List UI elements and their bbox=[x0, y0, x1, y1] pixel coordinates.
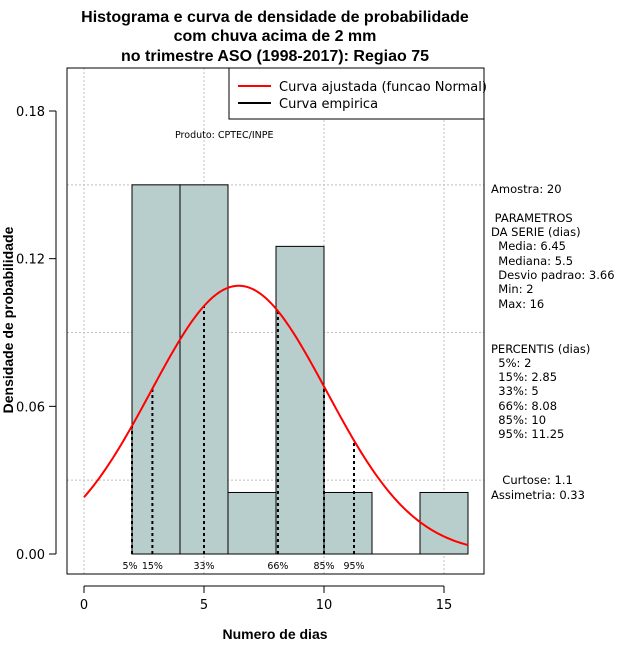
stats-p95: 95%: 11.25 bbox=[491, 427, 564, 441]
y-tick-label-1: 0.06 bbox=[16, 400, 45, 415]
percentile-label-1: 15% bbox=[142, 561, 163, 572]
y-tick-label-3: 0.18 bbox=[16, 105, 45, 120]
stats-amostra: Amostra: 20 bbox=[491, 182, 562, 196]
y-axis-label: Densidade de probabilidade bbox=[0, 226, 16, 413]
y-tick-label-2: 0.12 bbox=[16, 253, 45, 268]
y-axis: 0.00 0.06 0.12 0.18 bbox=[16, 105, 57, 563]
histogram-bars bbox=[131, 184, 469, 555]
stats-p5: 5%: 2 bbox=[491, 356, 531, 370]
stats-p66: 66%: 8.08 bbox=[491, 399, 557, 413]
stats-parametros-header: PARAMETROS bbox=[491, 211, 573, 225]
histogram-bar-6 bbox=[419, 491, 469, 555]
x-tick-label-2: 10 bbox=[316, 598, 333, 613]
stats-p15: 15%: 2.85 bbox=[491, 370, 557, 384]
histogram-bar-3 bbox=[275, 245, 325, 555]
stats-panel: Amostra: 20 PARAMETROS DA SERIE (dias) M… bbox=[491, 182, 615, 502]
legend-label-normal: Curva ajustada (funcao Normal) bbox=[279, 80, 487, 95]
stats-mediana: Mediana: 5.5 bbox=[491, 254, 573, 268]
stats-max: Max: 16 bbox=[491, 297, 544, 311]
chart-title-line-1: Histograma e curva de densidade de proba… bbox=[81, 9, 469, 26]
percentile-label-5: 95% bbox=[343, 561, 364, 572]
percentile-labels: 5% 15% 33% 66% 85% 95% bbox=[122, 561, 364, 572]
x-axis: 0 5 10 15 bbox=[80, 585, 453, 613]
percentile-lines bbox=[131, 305, 355, 554]
chart-title-line-3: no trimestre ASO (1998-2017): Regiao 75 bbox=[121, 48, 429, 65]
stats-media: Media: 6.45 bbox=[491, 239, 566, 253]
stats-desvio-padrao: Desvio padrao: 3.66 bbox=[491, 268, 615, 282]
histogram-bar-0 bbox=[131, 184, 181, 555]
produto-label: Produto: CPTEC/INPE bbox=[175, 130, 274, 141]
stats-p33: 33%: 5 bbox=[491, 384, 539, 398]
stats-curtose: Curtose: 1.1 bbox=[495, 473, 573, 487]
chart-title-line-2: com chuva acima de 2 mm bbox=[174, 28, 377, 45]
histogram-bar-4 bbox=[323, 491, 373, 555]
x-tick-label-1: 5 bbox=[200, 598, 208, 613]
percentile-label-3: 66% bbox=[267, 561, 288, 572]
legend: Curva ajustada (funcao Normal) Curva emp… bbox=[228, 67, 487, 120]
stats-percentis-header: PERCENTIS (dias) bbox=[491, 342, 590, 356]
percentile-label-2: 33% bbox=[193, 561, 214, 572]
stats-parametros-subheader: DA SERIE (dias) bbox=[491, 225, 581, 239]
percentile-label-0: 5% bbox=[122, 561, 137, 572]
stats-min: Min: 2 bbox=[491, 282, 534, 296]
percentile-label-4: 85% bbox=[313, 561, 334, 572]
x-tick-label-3: 15 bbox=[436, 598, 453, 613]
y-tick-label-0: 0.00 bbox=[16, 548, 45, 563]
histogram-bar-2 bbox=[227, 491, 277, 555]
x-tick-label-0: 0 bbox=[80, 598, 88, 613]
legend-label-empirica: Curva empirica bbox=[279, 97, 378, 112]
stats-assimetria: Assimetria: 0.33 bbox=[491, 488, 585, 502]
stats-p85: 85%: 10 bbox=[491, 413, 546, 427]
x-axis-label: Numero de dias bbox=[222, 626, 327, 642]
legend-box bbox=[228, 67, 485, 120]
normal-fit-curve bbox=[83, 284, 469, 547]
